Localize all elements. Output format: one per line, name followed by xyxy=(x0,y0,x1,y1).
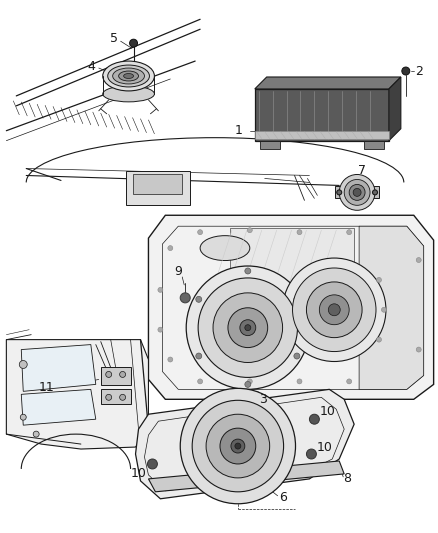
Bar xyxy=(255,131,389,139)
Text: 6: 6 xyxy=(279,491,286,504)
Circle shape xyxy=(19,360,27,368)
Circle shape xyxy=(294,353,300,359)
Circle shape xyxy=(168,357,173,362)
Ellipse shape xyxy=(124,74,134,78)
Circle shape xyxy=(347,230,352,235)
Circle shape xyxy=(198,278,297,377)
Circle shape xyxy=(245,382,251,387)
Text: 3: 3 xyxy=(259,393,267,406)
Circle shape xyxy=(220,428,256,464)
Circle shape xyxy=(120,394,126,400)
Circle shape xyxy=(106,372,112,377)
Text: 10: 10 xyxy=(316,441,332,454)
Circle shape xyxy=(247,379,252,384)
Circle shape xyxy=(344,180,370,205)
Circle shape xyxy=(198,379,203,384)
Ellipse shape xyxy=(113,68,145,84)
Circle shape xyxy=(213,293,283,362)
Bar xyxy=(101,389,131,404)
Text: 8: 8 xyxy=(343,472,351,486)
Circle shape xyxy=(402,67,410,75)
Bar xyxy=(335,187,379,198)
Text: 10: 10 xyxy=(319,405,335,418)
Circle shape xyxy=(283,258,386,361)
Circle shape xyxy=(231,439,245,453)
Circle shape xyxy=(168,246,173,251)
Text: 11: 11 xyxy=(38,381,54,394)
Text: 5: 5 xyxy=(110,31,118,45)
Circle shape xyxy=(416,347,421,352)
Circle shape xyxy=(158,287,163,293)
Circle shape xyxy=(20,414,26,420)
Circle shape xyxy=(328,304,340,316)
Bar xyxy=(101,367,131,385)
Circle shape xyxy=(240,320,256,336)
Circle shape xyxy=(297,230,302,235)
Circle shape xyxy=(337,190,342,195)
Circle shape xyxy=(148,459,157,469)
Text: 2: 2 xyxy=(415,64,423,77)
Polygon shape xyxy=(230,228,354,295)
Polygon shape xyxy=(21,345,96,391)
Text: 4: 4 xyxy=(87,60,95,72)
Ellipse shape xyxy=(119,71,138,81)
Circle shape xyxy=(33,431,39,437)
Circle shape xyxy=(106,394,112,400)
Circle shape xyxy=(245,325,251,330)
Circle shape xyxy=(297,379,302,384)
Circle shape xyxy=(294,296,300,302)
Bar xyxy=(364,141,384,149)
Polygon shape xyxy=(359,226,424,389)
Bar xyxy=(126,171,190,205)
Polygon shape xyxy=(148,215,434,399)
Circle shape xyxy=(381,308,386,312)
Circle shape xyxy=(339,174,375,211)
Polygon shape xyxy=(135,389,354,499)
Bar xyxy=(260,141,279,149)
Circle shape xyxy=(307,282,362,337)
Circle shape xyxy=(196,296,202,302)
Ellipse shape xyxy=(200,236,250,261)
Polygon shape xyxy=(255,77,401,89)
Circle shape xyxy=(373,190,378,195)
Circle shape xyxy=(353,188,361,196)
Circle shape xyxy=(307,449,316,459)
Circle shape xyxy=(235,443,241,449)
Circle shape xyxy=(186,266,309,389)
Circle shape xyxy=(228,308,268,348)
Circle shape xyxy=(309,414,319,424)
Text: 9: 9 xyxy=(174,265,182,278)
Polygon shape xyxy=(148,461,344,492)
Ellipse shape xyxy=(103,61,155,91)
Circle shape xyxy=(198,230,203,235)
Polygon shape xyxy=(21,389,96,425)
Bar xyxy=(255,89,389,141)
Circle shape xyxy=(319,295,349,325)
Ellipse shape xyxy=(103,86,155,102)
Circle shape xyxy=(130,39,138,47)
Circle shape xyxy=(245,268,251,274)
Circle shape xyxy=(347,379,352,384)
Circle shape xyxy=(180,293,190,303)
Text: 10: 10 xyxy=(131,467,146,480)
Circle shape xyxy=(377,337,381,342)
Ellipse shape xyxy=(108,65,149,87)
Circle shape xyxy=(349,184,365,200)
Circle shape xyxy=(120,372,126,377)
Circle shape xyxy=(180,389,296,504)
Circle shape xyxy=(416,257,421,263)
Circle shape xyxy=(192,400,283,492)
Circle shape xyxy=(196,353,202,359)
Circle shape xyxy=(206,414,270,478)
Bar xyxy=(133,174,182,195)
Circle shape xyxy=(158,327,163,332)
Circle shape xyxy=(293,268,376,352)
Circle shape xyxy=(377,278,381,282)
Circle shape xyxy=(247,228,252,233)
Text: 7: 7 xyxy=(358,164,366,177)
Polygon shape xyxy=(389,77,401,141)
Polygon shape xyxy=(7,340,148,449)
Text: 1: 1 xyxy=(235,124,243,137)
